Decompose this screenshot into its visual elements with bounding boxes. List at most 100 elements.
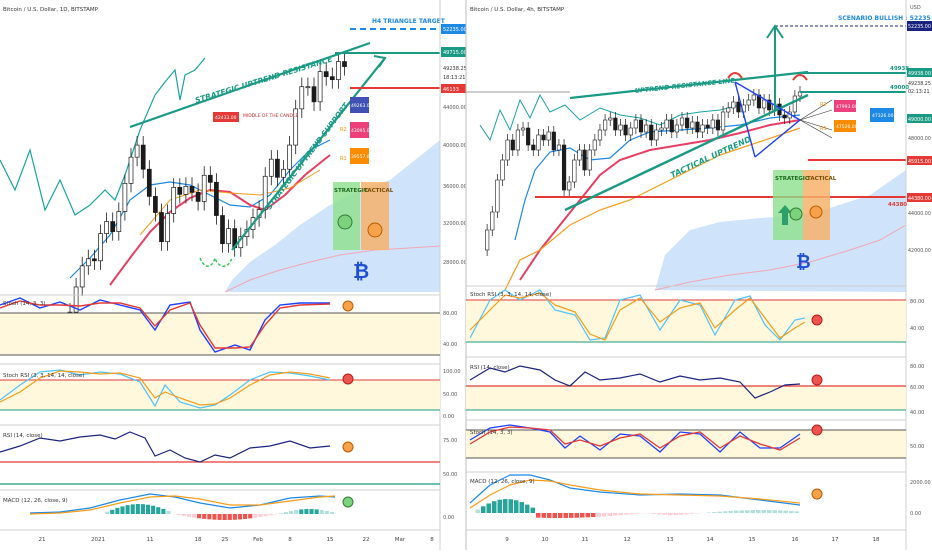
left-candle: [172, 187, 176, 213]
right-box-pink-text: 47993.00: [836, 104, 858, 110]
macd-bar: [498, 500, 503, 513]
left-rsi-neutral-face-icon: [343, 442, 353, 452]
left-rsi-axis-50: 50.00: [443, 472, 457, 478]
left-time-tick: 2021: [91, 537, 105, 543]
right-candle: [747, 100, 751, 105]
left-candle: [202, 175, 206, 201]
macd-bar: [674, 513, 679, 515]
left-candle: [190, 186, 194, 192]
macd-bar: [509, 499, 514, 513]
right-axis-text-44380: 44380.00: [908, 196, 931, 202]
right-candle: [526, 128, 530, 145]
macd-bar: [233, 514, 237, 520]
right-candle: [485, 230, 489, 250]
macd-bar: [238, 514, 242, 519]
macd-bar: [740, 510, 745, 513]
right-macd-axis-0: 0.00: [910, 511, 921, 517]
right-candle: [547, 132, 551, 140]
left-axis-text-36000: 36000.00: [443, 184, 467, 190]
right-time-tick: 15: [749, 537, 756, 543]
macd-bar: [192, 514, 196, 518]
left-time-tick: 8: [288, 537, 292, 543]
macd-bar: [514, 500, 519, 513]
macd-bar: [223, 514, 227, 520]
right-candle: [557, 145, 561, 150]
right-candle: [521, 128, 525, 130]
right-candle: [696, 122, 700, 132]
right-rsi-axis-80: 80.00: [910, 364, 924, 370]
macd-bar: [279, 513, 283, 514]
macd-bar: [202, 514, 206, 519]
left-stoch-neutral-face-icon: [343, 301, 353, 311]
left-green-arrow-icon: [200, 258, 232, 266]
macd-bar: [542, 513, 547, 518]
macd-bar: [558, 513, 563, 518]
left-candle: [178, 187, 182, 194]
left-candle: [324, 72, 328, 77]
right-time-tick: 13: [667, 537, 674, 543]
macd-bar: [630, 513, 635, 514]
right-axis-text-42000: 42000.00: [908, 248, 931, 254]
macd-bar: [575, 513, 580, 518]
macd-bar: [729, 511, 734, 513]
left-stochrsi-sad-face-icon: [343, 374, 353, 384]
right-neutral-face-icon: [810, 206, 822, 218]
left-candle: [312, 87, 316, 102]
macd-bar: [597, 513, 602, 517]
left-r1-label: R1: [340, 156, 347, 162]
right-axis-text-44000: 44000.00: [908, 211, 931, 217]
right-rsi-sad-face-icon: [812, 375, 822, 385]
right-candle: [737, 102, 741, 112]
right-macd-label: MACD (12, 26, close, 9): [470, 479, 535, 485]
right-time-tick: 14: [707, 537, 714, 543]
macd-bar: [218, 514, 222, 520]
macd-bar: [795, 511, 800, 513]
left-chart[interactable]: H4 TRIANGLE TARGET STRATEGIC UPTREND RES…: [0, 0, 467, 550]
left-candle: [111, 222, 115, 232]
right-candle: [639, 120, 643, 132]
left-candle: [141, 145, 145, 169]
macd-bar: [718, 512, 723, 513]
right-time-tick: 18: [873, 537, 880, 543]
right-rsi-label: RSI (14, close): [470, 365, 510, 371]
left-box-orange-text: 39557.00: [351, 154, 373, 160]
macd-bar: [487, 503, 492, 513]
right-axis-text-49238: 49238.25: [908, 81, 931, 87]
right-r1-label: R1: [820, 126, 827, 132]
left-strategic-label: STRATEGIC: [334, 188, 368, 194]
left-stochrsi-label: Stoch RSI (3, 3, 14, 14, close): [3, 373, 84, 379]
macd-bar: [253, 514, 257, 518]
macd-bar: [320, 510, 324, 514]
macd-bar: [115, 508, 119, 514]
right-chart[interactable]: UPTREND RESISTANCE LINE TACTICAL UPTREND…: [466, 0, 932, 550]
left-r2-label: R2: [340, 127, 347, 133]
right-candle: [721, 112, 725, 130]
macd-bar: [652, 513, 657, 514]
right-candle: [752, 95, 756, 100]
left-time-tick: 15: [327, 537, 334, 543]
left-candle: [300, 87, 304, 109]
macd-bar: [762, 510, 767, 513]
macd-bar: [248, 514, 252, 518]
right-candle: [614, 118, 618, 130]
left-candle: [343, 62, 347, 67]
left-box-pink-text: 43095.00: [351, 128, 373, 134]
left-axis-text-28000: 28000.00: [443, 260, 467, 266]
right-stochrsi-axis-80: 80.00: [910, 299, 924, 305]
macd-bar: [197, 514, 201, 518]
right-candle: [506, 140, 510, 160]
right-rsi-axis-40: 40.00: [910, 410, 924, 416]
left-stoch-axis-80: 80.00: [443, 311, 457, 317]
right-box-blue-text: 47326.00: [872, 113, 894, 119]
left-candle: [105, 222, 109, 234]
left-axis-text-52235: 52235.00: [443, 27, 467, 33]
left-candle: [282, 169, 286, 177]
left-header: Bitcoin / U.S. Dollar, 1D, BITSTAMP: [3, 7, 99, 13]
macd-bar: [110, 510, 114, 514]
left-time-tick: 22: [363, 537, 370, 543]
macd-bar: [580, 513, 585, 518]
left-candle: [318, 72, 322, 102]
right-time-tick: 12: [624, 537, 631, 543]
right-candle: [701, 125, 705, 132]
right-candle: [629, 128, 633, 135]
